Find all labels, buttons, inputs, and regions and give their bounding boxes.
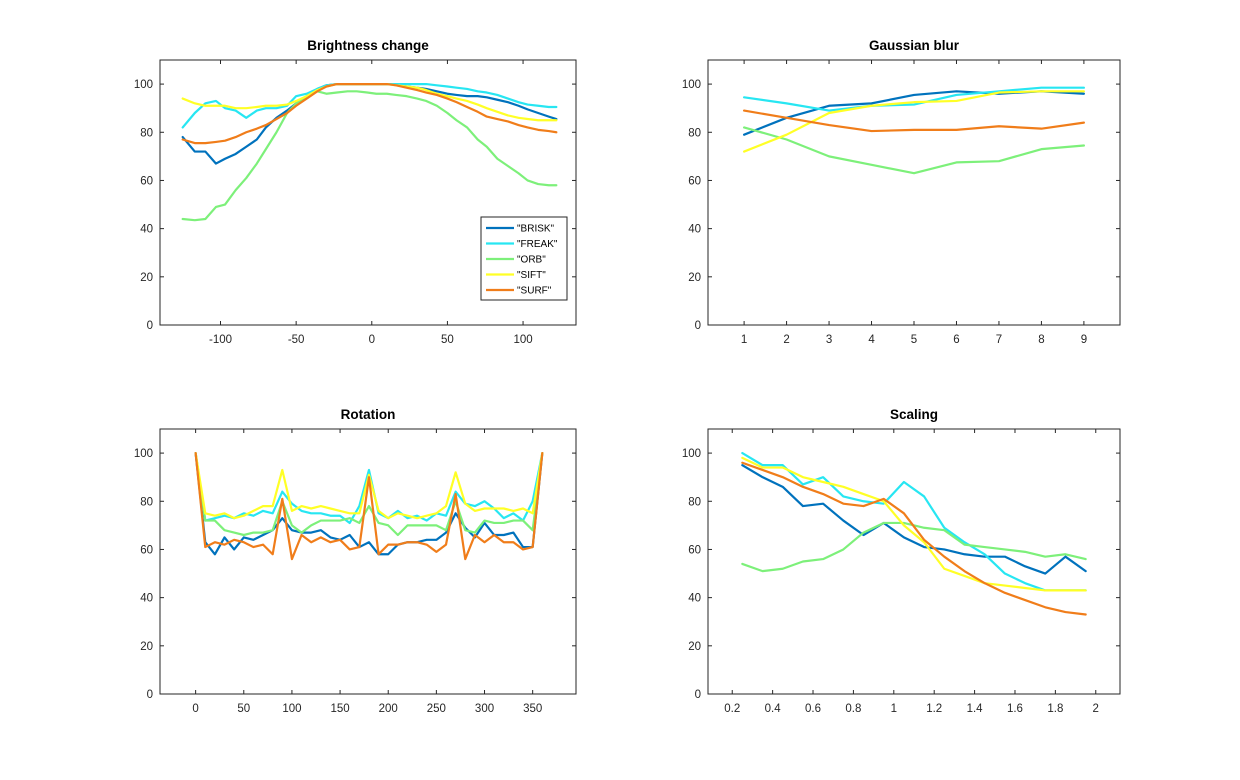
scaling-ytick-label: 60 (688, 544, 701, 556)
rotation-ytick-label: 100 (134, 448, 153, 460)
legend-label-sift: "SIFT" (517, 270, 546, 281)
brightness-change-xtick-label: 50 (441, 334, 454, 346)
rotation-xtick-label: 0 (192, 703, 198, 715)
brightness-change-xtick-label: -50 (288, 334, 305, 346)
legend-label-freak: "FREAK" (517, 239, 558, 250)
gaussian-blur-ytick-label: 100 (682, 79, 701, 91)
rotation-xtick-label: 300 (475, 703, 494, 715)
scaling-xtick-label: 1.8 (1047, 703, 1063, 715)
scaling-xtick-label: 0.8 (845, 703, 861, 715)
rotation-ytick-label: 20 (140, 641, 153, 653)
legend-label-surf: "SURF" (517, 286, 552, 297)
gaussian-blur-xtick-label: 2 (783, 334, 789, 346)
scaling-xtick-label: 2 (1093, 703, 1099, 715)
rotation-xtick-label: 350 (523, 703, 542, 715)
gaussian-blur-series-surf (742, 109, 1086, 133)
gaussian-blur-xtick-label: 3 (826, 334, 832, 346)
brightness-change-xtick-label: 100 (513, 334, 532, 346)
rotation-xtick-label: 50 (237, 703, 250, 715)
rotation-series-freak (194, 451, 544, 525)
scaling-xtick-label: 0.6 (805, 703, 821, 715)
scaling-series-freak (741, 451, 1087, 592)
scaling-title: Scaling (890, 407, 938, 422)
gaussian-blur-series-freak (742, 86, 1086, 112)
gaussian-blur-ytick-label: 60 (688, 175, 701, 187)
gaussian-blur-series-sift (742, 90, 1086, 153)
scaling-axes-box (707, 428, 1121, 695)
rotation-series-sift (194, 451, 544, 520)
gaussian-blur-xtick-label: 1 (741, 334, 747, 346)
legend-label-brisk: "BRISK" (517, 224, 555, 235)
rotation-ytick-label: 80 (140, 496, 153, 508)
scaling-ytick-label: 80 (688, 496, 701, 508)
rotation-ytick-label: 0 (147, 689, 153, 701)
rotation-title: Rotation (341, 407, 396, 422)
scaling-xtick-label: 1.6 (1007, 703, 1023, 715)
rotation-series-orb (194, 451, 544, 537)
brightness-change-xtick-label: 0 (369, 334, 375, 346)
scaling-xtick-label: 1.4 (967, 703, 984, 715)
legend-label-orb: "ORB" (517, 255, 546, 266)
rotation-ytick-label: 60 (140, 544, 153, 556)
brightness-change-ytick-label: 0 (147, 320, 153, 332)
scaling-ytick-label: 40 (688, 593, 701, 605)
brightness-change-ytick-label: 20 (140, 272, 153, 284)
brightness-change-series-surf (181, 82, 558, 145)
gaussian-blur-xtick-label: 9 (1081, 334, 1087, 346)
rotation-xtick-label: 200 (379, 703, 398, 715)
scaling-xtick-label: 1.2 (926, 703, 942, 715)
scaling-ytick-label: 0 (695, 689, 701, 701)
brightness-change-series-orb (181, 90, 558, 222)
scaling-xtick-label: 0.4 (765, 703, 782, 715)
rotation-xtick-label: 100 (282, 703, 301, 715)
gaussian-blur-xtick-label: 8 (1038, 334, 1044, 346)
rotation-ytick-label: 40 (140, 593, 153, 605)
legend: "BRISK" "FREAK" "ORB" "SIFT" "SURF" (480, 216, 568, 301)
gaussian-blur-xtick-label: 5 (911, 334, 917, 346)
scaling-series-brisk (741, 464, 1087, 575)
scaling-xtick-label: 0.2 (724, 703, 740, 715)
brightness-change-ytick-label: 100 (134, 79, 153, 91)
scaling-ytick-label: 100 (682, 448, 701, 460)
rotation-xtick-label: 150 (330, 703, 349, 715)
subplot-gaussian-blur: Gaussian blur 1 2 3 4 5 6 7 8 9 0 20 40 60 80 100 (682, 38, 1121, 346)
gaussian-blur-xtick-label: 4 (868, 334, 875, 346)
rotation-xtick-label: 250 (427, 703, 446, 715)
scaling-ytick-label: 20 (688, 641, 701, 653)
gaussian-blur-xtick-label: 6 (953, 334, 959, 346)
scaling-series-surf (741, 461, 1087, 616)
scaling-xtick-label: 1 (891, 703, 897, 715)
brightness-change-title: Brightness change (307, 38, 429, 53)
gaussian-blur-ytick-label: 0 (695, 320, 701, 332)
gaussian-blur-ytick-label: 40 (688, 224, 701, 236)
gaussian-blur-xtick-label: 7 (996, 334, 1002, 346)
gaussian-blur-title: Gaussian blur (869, 38, 960, 53)
rotation-series-surf (194, 451, 544, 561)
brightness-change-ytick-label: 40 (140, 224, 153, 236)
gaussian-blur-series-orb (742, 126, 1086, 175)
brightness-change-ytick-label: 80 (140, 127, 153, 139)
rotation-axes-box (159, 428, 577, 695)
brightness-change-xtick-label: -100 (209, 334, 232, 346)
gaussian-blur-axes-box (707, 59, 1121, 326)
scaling-series-sift (741, 456, 1087, 592)
gaussian-blur-ytick-label: 20 (688, 272, 701, 284)
rotation-series-brisk (194, 451, 544, 556)
brightness-change-ytick-label: 60 (140, 175, 153, 187)
subplot-rotation: Rotation 0 50 100 150 200 250 300 350 0 20 40 60 80 10… (134, 407, 577, 715)
gaussian-blur-ytick-label: 80 (688, 127, 701, 139)
